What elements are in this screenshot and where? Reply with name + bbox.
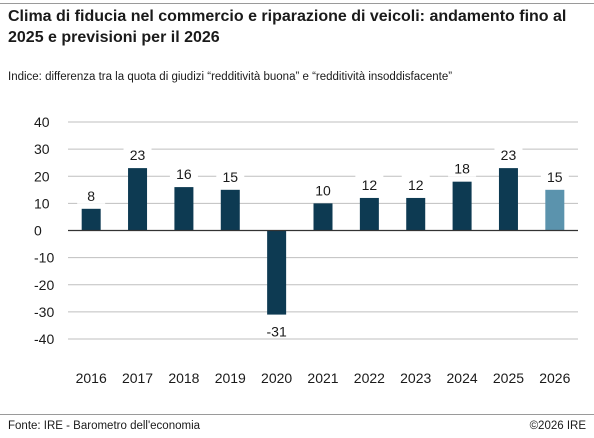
- data-label: 23: [501, 147, 517, 163]
- y-tick-label: 30: [34, 141, 50, 157]
- y-tick-label: 20: [34, 168, 50, 184]
- x-tick-label: 2021: [307, 370, 338, 386]
- y-tick-label: -40: [34, 331, 54, 347]
- x-tick-label: 2018: [168, 370, 199, 386]
- data-label-bg: [309, 180, 337, 199]
- bar: [545, 189, 565, 231]
- data-label: 23: [130, 147, 146, 163]
- data-label-bg: [355, 174, 384, 193]
- data-label: 8: [87, 188, 95, 204]
- x-tick-label: 2016: [76, 370, 107, 386]
- y-tick-label: -20: [34, 277, 54, 293]
- data-label-bg: [448, 158, 477, 177]
- x-tick-label: 2026: [539, 370, 570, 386]
- bar: [128, 168, 148, 231]
- data-label: 12: [362, 177, 378, 193]
- bar: [406, 197, 426, 231]
- y-tick-label: -10: [34, 250, 54, 266]
- bar: [220, 189, 240, 231]
- data-label: 12: [408, 177, 424, 193]
- bar: [267, 230, 287, 315]
- data-label-bg: [540, 166, 569, 185]
- bar: [81, 208, 101, 231]
- copyright-note: ©2026 IRE: [529, 420, 586, 432]
- chart-title: Clima di fiducia nel commercio e riparaz…: [8, 8, 567, 46]
- data-label: 15: [222, 169, 238, 185]
- y-tick-label: -30: [34, 304, 54, 320]
- x-tick-label: 2017: [122, 370, 153, 386]
- chart-subtitle: Indice: differenza tra la quota di giudi…: [8, 71, 453, 83]
- data-label-bg: [401, 174, 430, 193]
- x-tick-label: 2024: [447, 370, 478, 386]
- data-label-bg: [123, 145, 152, 164]
- data-label-bg: [216, 166, 245, 185]
- x-tick-label: 2025: [493, 370, 524, 386]
- data-label: -31: [267, 324, 287, 340]
- top-rule: [0, 3, 594, 4]
- y-tick-label: 40: [34, 114, 50, 130]
- bar: [359, 197, 379, 231]
- data-label-bg: [169, 164, 198, 183]
- x-tick-label: 2019: [215, 370, 246, 386]
- x-tick-label: 2023: [400, 370, 431, 386]
- bar: [313, 203, 333, 231]
- bar: [452, 181, 472, 231]
- x-tick-label: 2022: [354, 370, 385, 386]
- bar: [498, 168, 518, 231]
- y-tick-label: 0: [34, 223, 42, 239]
- source-note: Fonte: IRE - Barometro dell'economia: [8, 420, 201, 432]
- x-tick-label: 2020: [261, 370, 292, 386]
- bottom-rule: [0, 414, 594, 415]
- bar: [174, 187, 194, 231]
- data-label: 10: [315, 182, 331, 198]
- data-label: 15: [547, 169, 563, 185]
- data-label: 16: [176, 166, 192, 182]
- data-label: 18: [454, 161, 470, 177]
- data-label-bg: [494, 145, 523, 164]
- y-tick-label: 10: [34, 195, 50, 211]
- data-label-bg: [77, 185, 106, 204]
